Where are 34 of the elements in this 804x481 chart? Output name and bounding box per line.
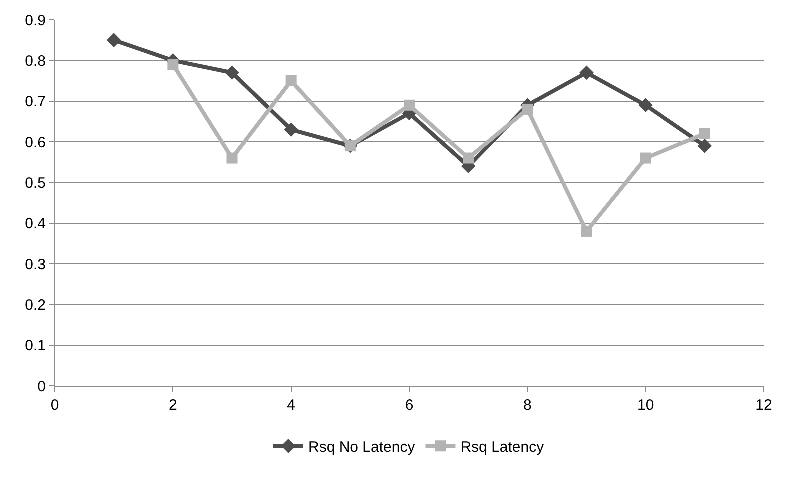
point	[698, 138, 712, 154]
y-tick-label: 0.7	[25, 94, 46, 111]
point	[226, 152, 238, 164]
y-tick-label: 0.2	[25, 296, 46, 314]
x-tick-label: 10	[637, 397, 654, 414]
point	[699, 128, 710, 140]
point	[286, 76, 297, 86]
point	[106, 33, 122, 48]
point	[463, 152, 474, 164]
x-tick-label: 0	[50, 397, 60, 414]
x-tick-label: 6	[405, 397, 414, 414]
x-tick-label: 4	[287, 397, 296, 414]
point	[580, 66, 594, 80]
point	[581, 226, 592, 237]
point	[404, 100, 415, 111]
point	[640, 152, 652, 164]
x-tick-label: 2	[169, 397, 178, 414]
point	[225, 66, 240, 80]
y-tick-label: 0.6	[25, 134, 46, 152]
point	[284, 122, 298, 137]
point	[522, 104, 534, 115]
legend-label: Rsq Latency	[460, 439, 545, 456]
y-tick-label: 0.3	[25, 256, 46, 274]
legend-label: Rsq No Latency	[308, 439, 416, 456]
y-tick-label: 0.5	[25, 174, 46, 192]
y-tick-label: 0.9	[25, 12, 46, 30]
y-tick-label: 0	[38, 378, 46, 396]
y-tick-label: 0.1	[25, 338, 46, 355]
x-tick-label: 12	[756, 397, 772, 414]
y-tick-label: 0.4	[25, 216, 46, 233]
y-tick-label: 0.8	[25, 52, 46, 70]
point	[168, 59, 179, 70]
x-tick-label: 8	[524, 397, 532, 414]
point	[638, 98, 653, 113]
